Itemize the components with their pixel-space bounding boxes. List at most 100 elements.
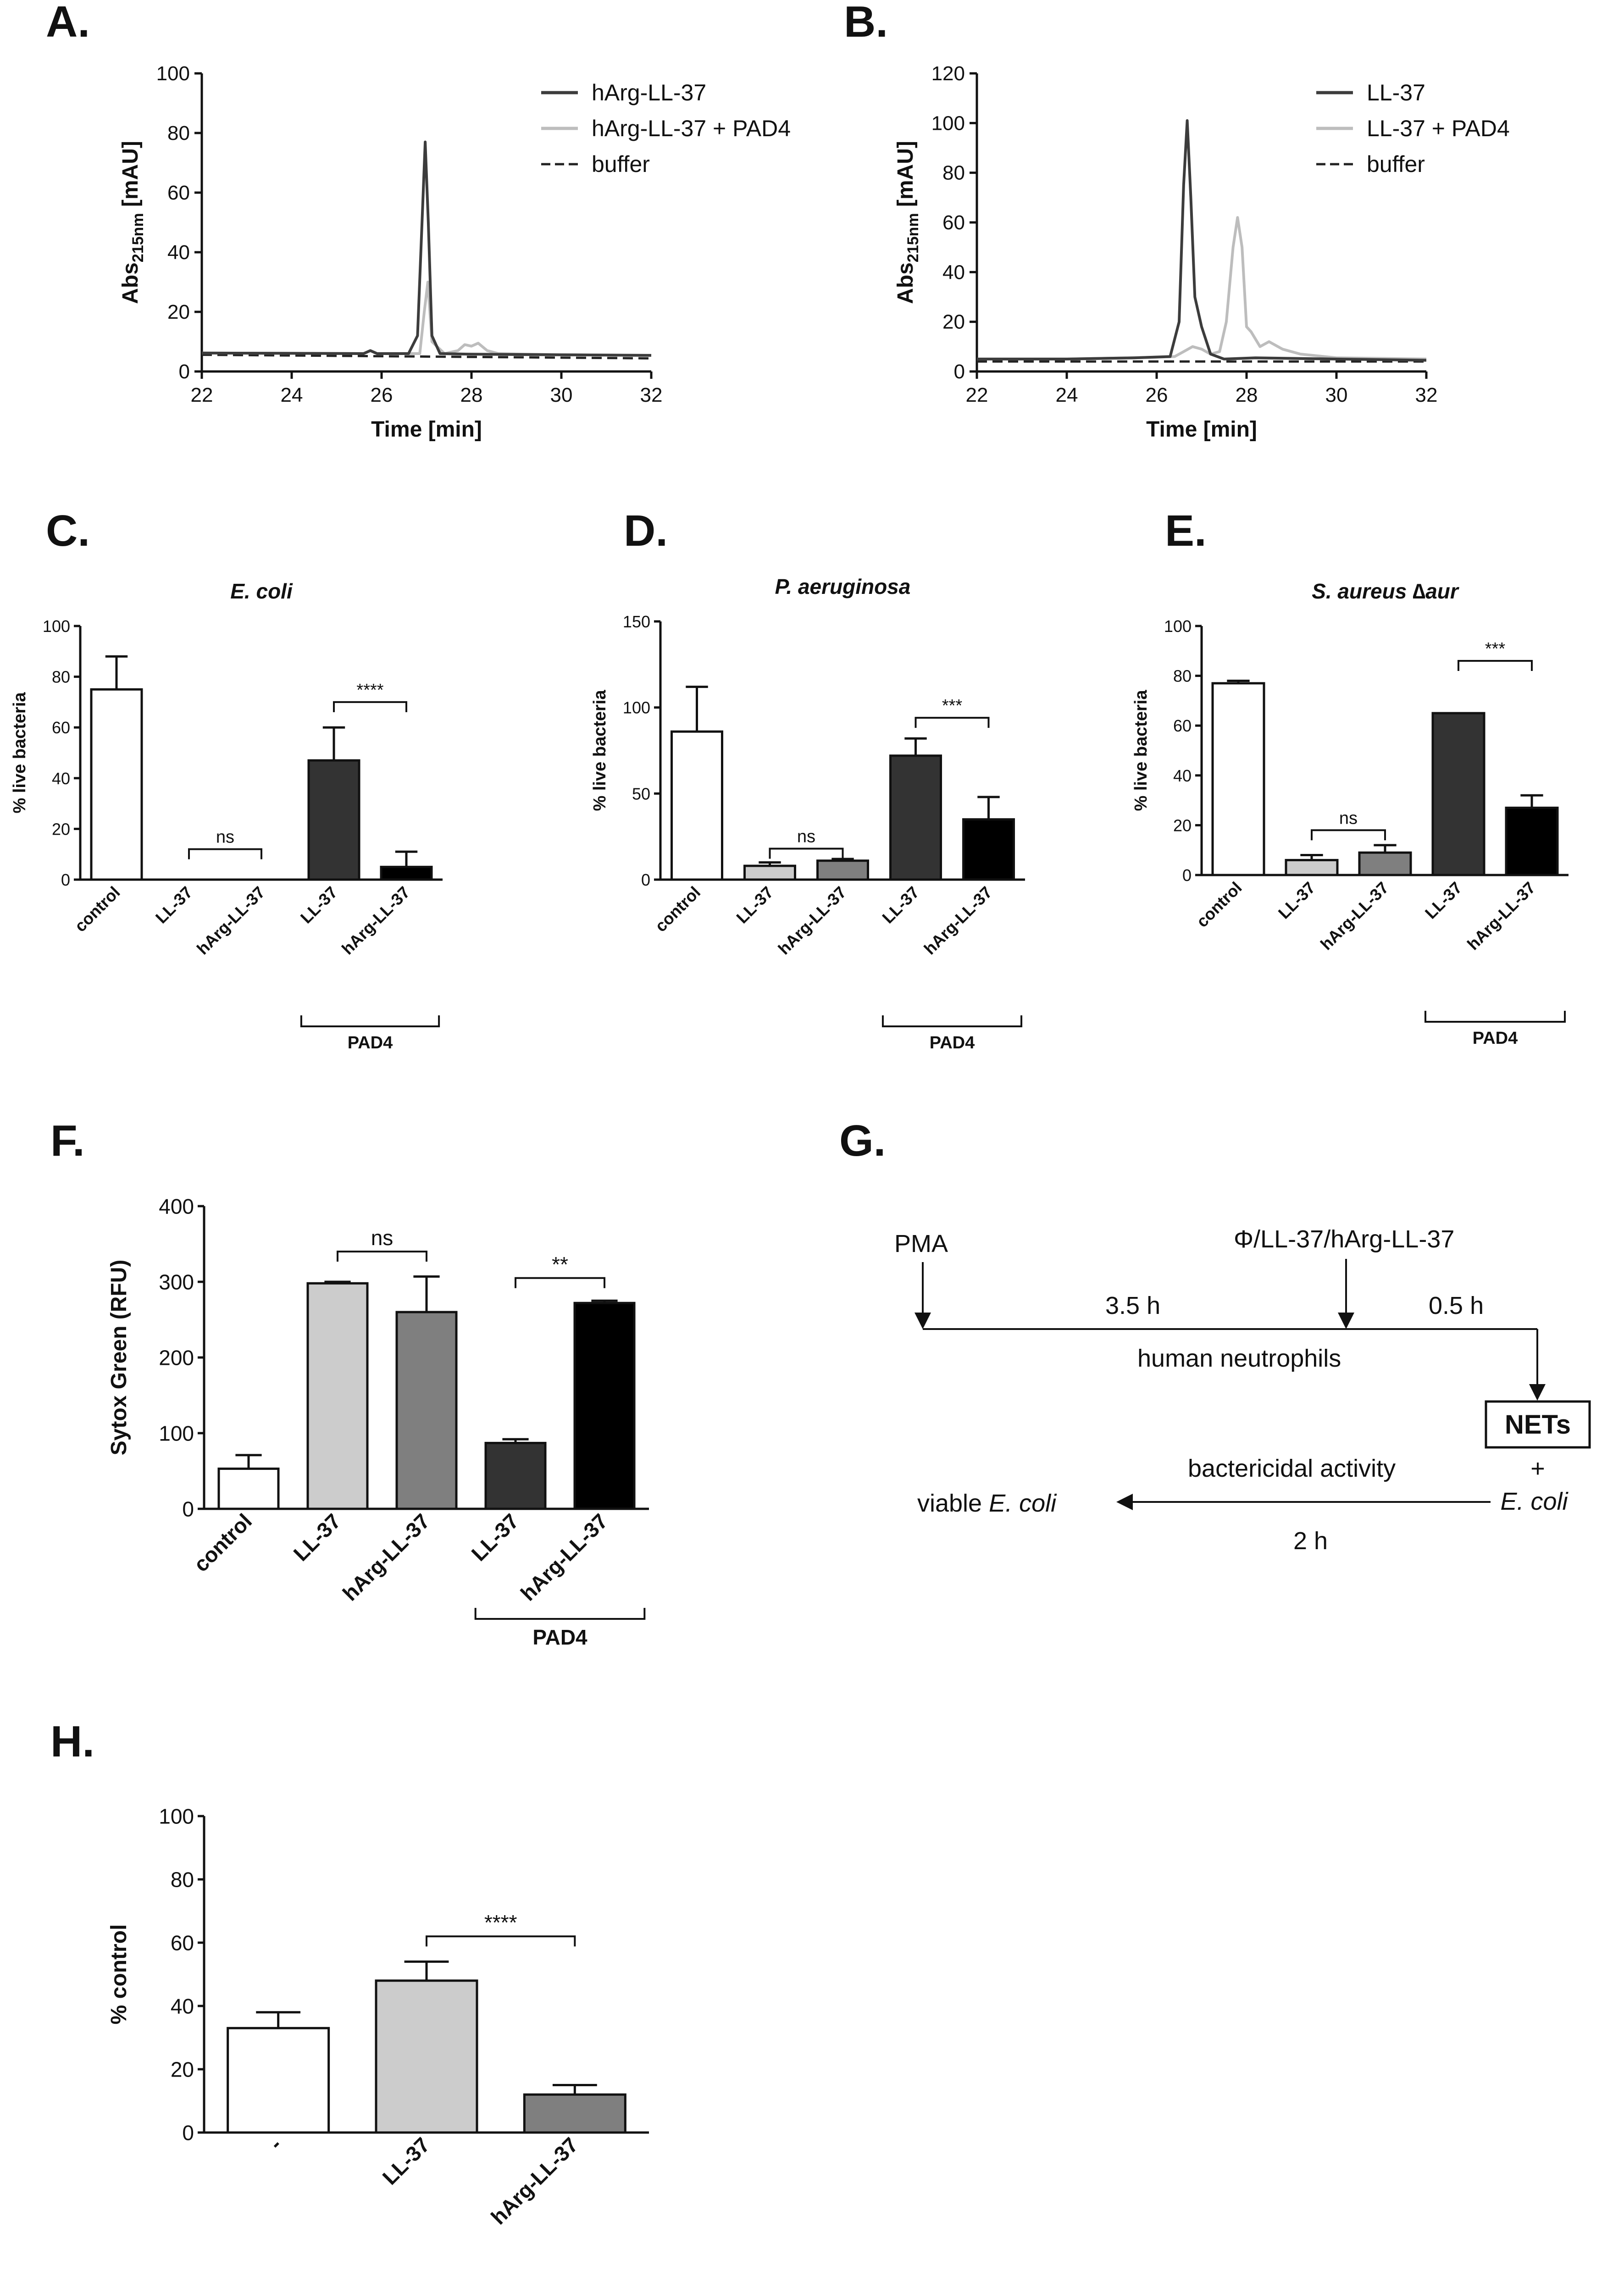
bar-- [227,2027,330,2134]
chart-d-paeruginosa-bars: 0 50 100 150 P. aeruginosa % live bacteria con… [590,575,1025,1053]
category-label: LL-37 [878,883,923,927]
y-tick-label: 20 [171,2058,194,2082]
group-bracket [1424,1011,1566,1023]
y-tick-label: 0 [182,1497,194,1521]
treatment-label: Φ/LL-37/hArg-LL-37 [1234,1225,1454,1253]
category-label: hArg-LL-37 [486,2133,582,2229]
nets-arrowhead [1529,1384,1546,1401]
panel-label-f: F. [50,1116,85,1165]
significance-label: *** [942,696,963,715]
legend-label: hArg-LL-37 [592,80,706,105]
bar-control [217,1468,280,1510]
group-bracket [474,1608,646,1620]
category-label: hArg-LL-37 [1317,878,1392,954]
bar-harg-ll-37 [395,1311,458,1510]
significance-label: ns [797,827,815,846]
chart-b-chromatogram: 0 20 40 60 80 100 120 22 24 26 28 30 32 Time [min] Abs… [893,62,1510,442]
time-2h: 2 h [1293,1527,1328,1555]
x-tick-label: 26 [1146,384,1168,406]
y-tick-label: 20 [942,311,965,333]
x-axis-title: Time [min] [1146,417,1257,442]
y-tick-label: 20 [167,301,190,323]
y-tick-label: 0 [182,2121,194,2145]
significance-label: **** [356,681,383,700]
y-tick-label: 400 [159,1195,194,1219]
viable-label: viable E. coli [917,1490,1057,1517]
category-label: LL-37 [297,883,341,927]
bar-harg-ll-37 [816,859,869,881]
series-line-harg-ll-37 [201,140,652,357]
bar-ll-37 [307,759,360,881]
pma-arrowhead [915,1313,931,1329]
y-tick-label: 300 [159,1270,194,1294]
x-tick-label: 32 [640,384,663,406]
y-tick-label: 0 [179,360,190,383]
y-tick-label: 100 [159,1805,194,1828]
significance-bracket [1311,829,1386,841]
category-label: control [651,883,704,936]
significance-label: **** [484,1911,517,1934]
y-title-sub: 215nm [129,213,147,262]
return-arrowhead [1116,1494,1133,1510]
significance-label: ns [216,828,234,847]
group-label: PAD4 [1473,1029,1518,1048]
panel-label-d: D. [624,506,668,555]
category-label: hArg-LL-37 [338,883,414,958]
chart-title: P. aeruginosa [775,575,911,598]
panel-label-b: B. [844,0,888,46]
y-tick-label: 0 [954,360,965,383]
x-tick-label: 24 [281,384,303,406]
category-label: hArg-LL-37 [193,883,269,958]
y-tick-label: 40 [1173,766,1192,785]
chart-f-sytox-bars: 0 100 200 300 400 Sytox Green (RFU) control LL-… [107,1195,649,1649]
bar-control [90,688,143,881]
bar-harg-ll-37 [1505,806,1559,876]
bar-ll-37 [889,754,942,881]
category-label: hArg-LL-37 [1463,878,1539,954]
y-tick-label: 100 [156,62,190,85]
bar-control [1211,682,1265,876]
chart-title: S. aureus ∆aur [1312,579,1459,603]
y-tick-label: 100 [931,112,965,134]
significance-bracket [426,1935,576,1947]
time-3-5h: 3.5 h [1105,1292,1160,1319]
chart-e-saureus-bars: 0 20 40 60 80 100 S. aureus ∆aur % live bacteri… [1131,579,1569,1048]
x-axis-title: Time [min] [371,417,482,442]
bar-ll-37 [1285,859,1339,876]
series-line-ll-37 [977,119,1427,362]
series-line-harg-ll-37-pad4 [201,281,652,357]
bar-control [671,730,723,881]
group-label: PAD4 [348,1033,393,1053]
y-axis-title: Sytox Green (RFU) [107,1260,131,1456]
y-axis-title: % live bacteria [1131,690,1151,811]
panel-label-c: C. [46,506,90,555]
treatment-arrowhead [1338,1313,1354,1329]
y-title-main: Abs [118,262,143,304]
category-label: LL-37 [467,1509,524,1566]
chart-title: E. coli [230,579,293,603]
category-label: LL-37 [152,883,196,927]
chart-a-chromatogram: 0 20 40 60 80 100 22 24 26 28 30 32 Time [min] Abs215… [118,62,791,442]
category-label: hArg-LL-37 [920,883,996,958]
y-tick-label: 20 [52,820,70,838]
x-tick-label: 24 [1056,384,1078,406]
category-label: LL-37 [732,883,777,927]
x-tick-label: 28 [460,384,483,406]
activity-label: bactericidal activity [1188,1455,1396,1482]
y-tick-label: 60 [167,182,190,204]
y-tick-label: 100 [623,698,650,717]
series-line-buffer [201,354,652,360]
y-tick-label: 200 [159,1346,194,1370]
significance-label: *** [1485,639,1506,659]
bar-harg-ll-37 [962,818,1015,881]
group-bracket [881,1015,1023,1027]
category-label: hArg-LL-37 [338,1509,434,1605]
y-tick-label: 120 [931,62,965,85]
y-tick-label: 40 [171,1994,194,2018]
significance-bracket [915,717,990,728]
y-title-sub: 215nm [904,213,922,262]
pma-label: PMA [894,1230,948,1258]
category-label: LL-37 [1421,878,1466,923]
bar-ll-37 [743,864,796,881]
